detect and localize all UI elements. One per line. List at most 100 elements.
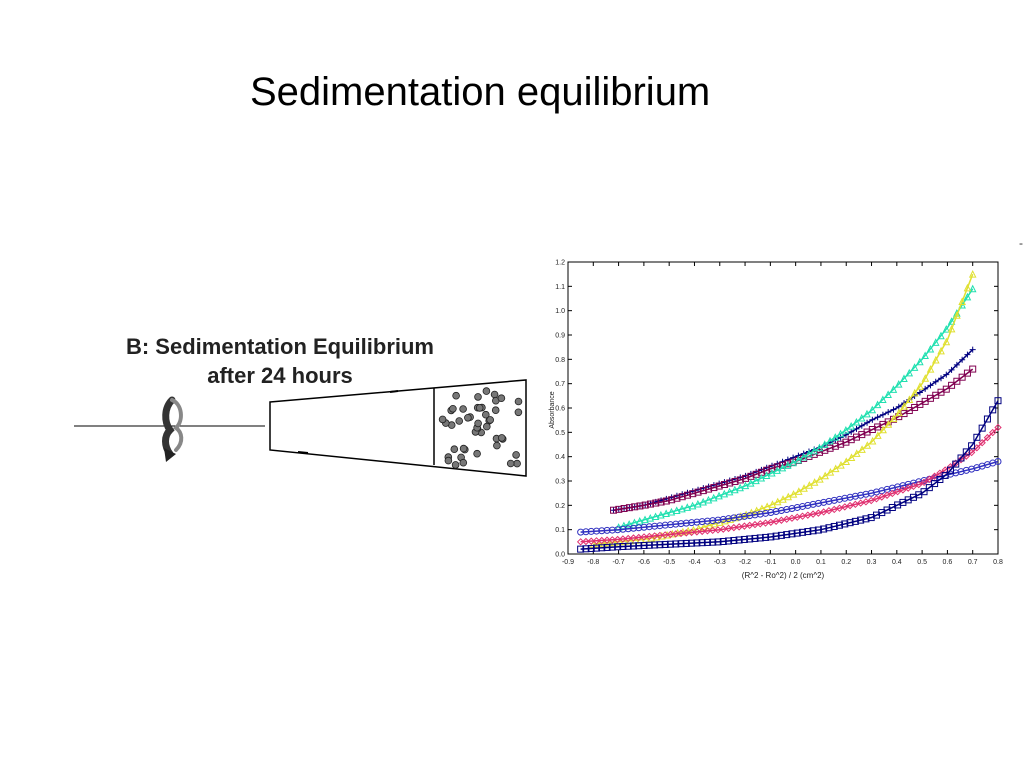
- data-point: [921, 374, 930, 382]
- data-point: [969, 346, 976, 353]
- data-point: [946, 466, 954, 474]
- data-point: [868, 436, 877, 445]
- data-point: [879, 395, 887, 404]
- data-point: [831, 464, 840, 473]
- data-point: [645, 532, 654, 541]
- fit-line: [613, 368, 974, 511]
- particle: [497, 434, 506, 442]
- data-point: [947, 324, 956, 333]
- x-tick-label: -0.3: [714, 559, 726, 566]
- data-point: [831, 433, 840, 441]
- x-axis-ticks: -0.9 -0.8 -0.7 -0.6 -0.5 -0.4 -0.3 -0.2 -0.1 0.0 0…: [562, 262, 1003, 566]
- x-tick-label: 0.0: [791, 559, 801, 566]
- data-point: [962, 448, 970, 456]
- data-point: [576, 538, 585, 546]
- particle: [481, 410, 490, 419]
- y-tick-label: 0.1: [555, 527, 565, 534]
- diagram-heading-line1: B: Sedimentation Equilibrium: [125, 334, 434, 359]
- data-point: [947, 317, 956, 325]
- data-point: [916, 357, 924, 366]
- particle: [444, 456, 453, 465]
- data-point: [884, 420, 893, 428]
- data-point: [958, 297, 966, 306]
- x-tick-label: 0.3: [867, 559, 877, 566]
- data-point: [742, 474, 750, 482]
- data-point: [936, 475, 944, 483]
- data-point: [720, 481, 728, 489]
- data-point: [968, 270, 977, 278]
- particle: [482, 387, 491, 395]
- data-point: [910, 388, 919, 397]
- data-point: [978, 424, 986, 432]
- data-point: [932, 355, 940, 364]
- y-tick-label: 0.4: [555, 454, 565, 461]
- data-point: [874, 431, 882, 439]
- data-point: [953, 377, 961, 385]
- y-tick-label: 0.8: [555, 357, 565, 364]
- data-point: [889, 385, 898, 393]
- particles: [438, 387, 523, 469]
- data-point: [598, 536, 606, 545]
- data-point: [699, 487, 707, 495]
- data-point: [608, 536, 617, 544]
- x-tick-label: -0.4: [688, 559, 700, 566]
- particle: [475, 404, 484, 412]
- data-point: [889, 414, 898, 423]
- particle: [474, 393, 482, 401]
- particle: [459, 458, 468, 467]
- particle: [493, 441, 501, 450]
- data-point: [619, 535, 627, 543]
- data-point: [603, 536, 611, 544]
- data-point: [656, 531, 664, 540]
- particle: [451, 461, 460, 469]
- particle: [473, 449, 481, 458]
- data-point: [895, 408, 903, 417]
- stray-mark: -: [1019, 236, 1023, 250]
- diagram-heading-line2: after 24 hours: [207, 363, 353, 388]
- data-point: [640, 533, 648, 541]
- data-point: [858, 445, 866, 453]
- data-point: [736, 476, 744, 484]
- data-point: [873, 400, 882, 409]
- data-point: [953, 311, 961, 319]
- data-point: [687, 528, 696, 537]
- rotation-arrow-icon: [162, 396, 184, 462]
- data-point: [952, 460, 960, 468]
- data-point: [900, 374, 908, 383]
- data-point: [635, 533, 643, 542]
- y-tick-label: 0.7: [555, 381, 565, 388]
- data-point: [942, 324, 951, 333]
- data-point: [905, 395, 914, 403]
- y-tick-label: 1.1: [555, 284, 565, 291]
- x-tick-label: 0.8: [993, 559, 1003, 566]
- particle: [497, 394, 506, 403]
- data-point: [937, 331, 945, 340]
- particle: [482, 422, 491, 431]
- data-point: [842, 426, 850, 434]
- y-tick-label: 0.5: [555, 430, 565, 437]
- data-point: [831, 442, 839, 450]
- data-point: [726, 479, 734, 487]
- data-point: [973, 433, 981, 441]
- data-point: [894, 379, 903, 388]
- data-point: [910, 363, 919, 371]
- particle: [486, 416, 495, 424]
- x-tick-label: 0.6: [943, 559, 953, 566]
- x-tick-label: -0.5: [663, 559, 675, 566]
- data-point: [826, 444, 834, 452]
- data-point: [820, 440, 829, 448]
- x-tick-label: 0.2: [841, 559, 851, 566]
- y-tick-label: 1.0: [555, 308, 565, 315]
- data-point: [587, 537, 595, 545]
- x-tick-label: -0.1: [764, 559, 776, 566]
- x-tick-label: -0.8: [587, 559, 599, 566]
- y-tick-label: 0.6: [555, 406, 565, 413]
- series-7: [577, 397, 1002, 553]
- data-point: [768, 464, 776, 472]
- y-tick-label: 0.3: [555, 479, 565, 486]
- data-point: [926, 364, 935, 373]
- data-point: [826, 436, 834, 445]
- data-point: [989, 406, 997, 414]
- data-point: [948, 381, 956, 389]
- data-point: [921, 351, 929, 360]
